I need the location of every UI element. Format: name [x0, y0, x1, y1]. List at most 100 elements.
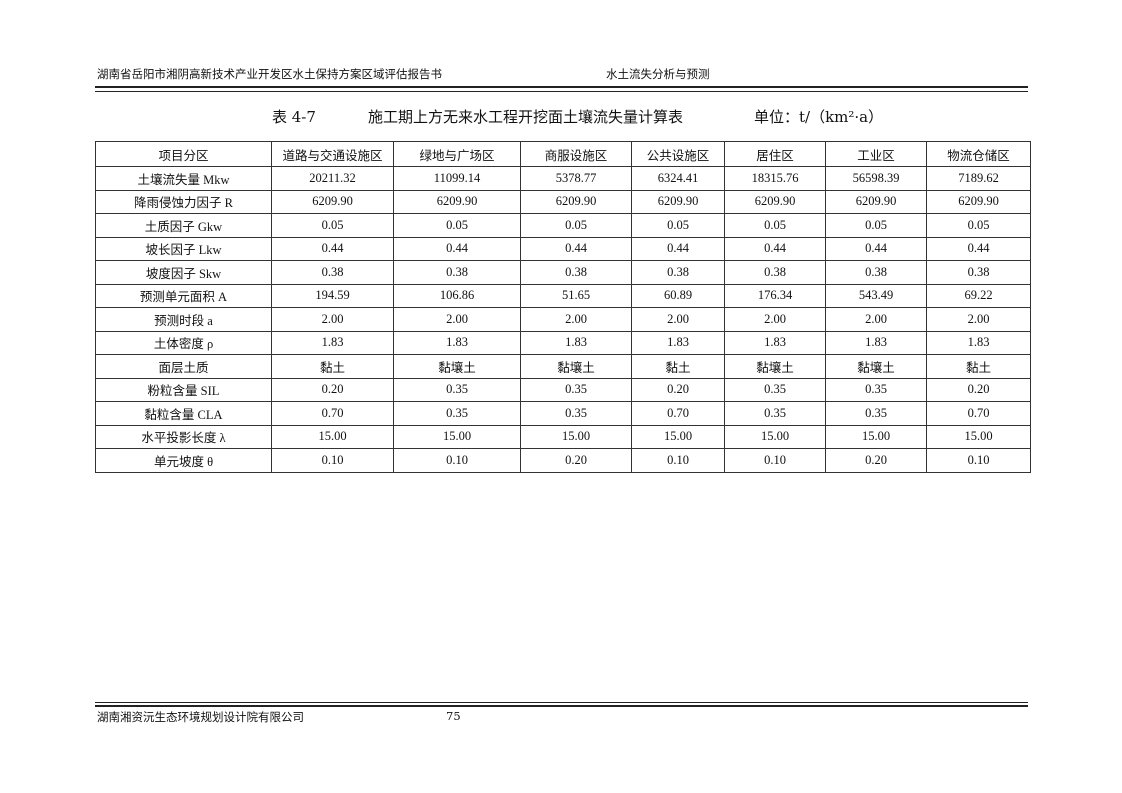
table-cell: 2.00 — [271, 307, 394, 332]
table-row: 土壤流失量 Mkw 20211.32 11099.14 5378.77 6324.41 1… — [95, 166, 1031, 191]
header-rule-thick — [95, 86, 1028, 88]
table-cell: 2.00 — [724, 307, 826, 332]
table-cell: 0.38 — [520, 260, 632, 285]
table-cell: 0.70 — [631, 401, 725, 426]
table-cell: 0.35 — [825, 377, 927, 402]
page-number: 75 — [446, 709, 461, 723]
table-cell: 0.20 — [631, 377, 725, 402]
table-cell: 黏壤土 — [724, 354, 826, 379]
row-label-cell: 单元坡度 θ — [95, 448, 272, 473]
table-cell: 176.34 — [724, 283, 826, 308]
row-label-cell: 黏粒含量 CLA — [95, 401, 272, 426]
table-cell: 黏土 — [631, 354, 725, 379]
table-row: 黏粒含量 CLA 0.70 0.35 0.35 0.70 0.35 0.35 0.70 — [95, 401, 1031, 426]
table-cell: 2.00 — [926, 307, 1031, 332]
row-label-cell: 面层土质 — [95, 354, 272, 379]
row-label-cell: 土体密度 ρ — [95, 330, 272, 355]
table-cell: 1.83 — [393, 330, 521, 355]
row-label-cell: 坡度因子 Skw — [95, 260, 272, 285]
table-cell: 543.49 — [825, 283, 927, 308]
table-cell: 0.38 — [724, 260, 826, 285]
table-cell: 0.44 — [631, 236, 725, 261]
table-cell: 6209.90 — [271, 189, 394, 214]
table-cell: 2.00 — [393, 307, 521, 332]
table-cell: 0.05 — [825, 213, 927, 238]
table-cell: 0.05 — [393, 213, 521, 238]
table-cell: 2.00 — [631, 307, 725, 332]
table-cell: 0.35 — [724, 401, 826, 426]
row-label-cell: 项目分区 — [95, 141, 272, 167]
table-cell: 6209.90 — [393, 189, 521, 214]
table-cell: 0.35 — [825, 401, 927, 426]
table-cell: 15.00 — [393, 424, 521, 449]
table-cell: 15.00 — [520, 424, 632, 449]
table-cell: 0.05 — [520, 213, 632, 238]
table-cell: 黏土 — [271, 354, 394, 379]
table-cell: 5378.77 — [520, 166, 632, 191]
table-cell: 194.59 — [271, 283, 394, 308]
table-row: 单元坡度 θ 0.10 0.10 0.20 0.10 0.10 0.20 0.10 — [95, 448, 1031, 473]
table-cell: 居住区 — [724, 141, 826, 167]
table-cell: 0.35 — [520, 401, 632, 426]
table-cell: 0.44 — [520, 236, 632, 261]
table-row: 预测时段 a 2.00 2.00 2.00 2.00 2.00 2.00 2.00 — [95, 307, 1031, 332]
table-row: 坡度因子 Skw 0.38 0.38 0.38 0.38 0.38 0.38 0.38 — [95, 260, 1031, 285]
row-label-cell: 预测单元面积 A — [95, 283, 272, 308]
table-cell: 1.83 — [724, 330, 826, 355]
table-cell: 0.10 — [631, 448, 725, 473]
table-row: 土质因子 Gkw 0.05 0.05 0.05 0.05 0.05 0.05 0.05 — [95, 213, 1031, 238]
table-cell: 0.20 — [926, 377, 1031, 402]
table-cell: 51.65 — [520, 283, 632, 308]
table-cell: 69.22 — [926, 283, 1031, 308]
table-row: 粉粒含量 SIL 0.20 0.35 0.35 0.20 0.35 0.35 0.20 — [95, 377, 1031, 402]
table-cell: 0.44 — [724, 236, 826, 261]
table-cell: 0.44 — [271, 236, 394, 261]
table-cell: 工业区 — [825, 141, 927, 167]
row-label-cell: 粉粒含量 SIL — [95, 377, 272, 402]
table-cell: 0.05 — [926, 213, 1031, 238]
table-row: 土体密度 ρ 1.83 1.83 1.83 1.83 1.83 1.83 1.83 — [95, 330, 1031, 355]
table-cell: 1.83 — [271, 330, 394, 355]
table-cell: 1.83 — [520, 330, 632, 355]
table-cell: 0.05 — [631, 213, 725, 238]
table-cell: 0.70 — [926, 401, 1031, 426]
footer-company: 湖南湘资沅生态环境规划设计院有限公司 — [97, 710, 304, 724]
table-cell: 0.20 — [271, 377, 394, 402]
table-cell: 15.00 — [926, 424, 1031, 449]
table-cell: 0.05 — [724, 213, 826, 238]
table-cell: 6209.90 — [926, 189, 1031, 214]
table-cell: 106.86 — [393, 283, 521, 308]
table-cell: 0.44 — [926, 236, 1031, 261]
row-label-cell: 土壤流失量 Mkw — [95, 166, 272, 191]
table-cell: 15.00 — [271, 424, 394, 449]
table-cell: 56598.39 — [825, 166, 927, 191]
table-cell: 6324.41 — [631, 166, 725, 191]
header-chapter-title: 水土流失分析与预测 — [606, 67, 710, 81]
header-report-title: 湖南省岳阳市湘阴高新技术产业开发区水土保持方案区域评估报告书 — [97, 67, 442, 81]
table-number: 表 4-7 — [272, 108, 316, 126]
table-header-row: 项目分区 道路与交通设施区 绿地与广场区 商服设施区 公共设施区 居住区 工业区 物流仓储区 — [95, 141, 1031, 167]
table-cell: 15.00 — [724, 424, 826, 449]
table-cell: 0.35 — [393, 401, 521, 426]
table-cell: 0.35 — [393, 377, 521, 402]
table-cell: 0.10 — [393, 448, 521, 473]
table-cell: 黏土 — [926, 354, 1031, 379]
table-cell: 公共设施区 — [631, 141, 725, 167]
table-cell: 2.00 — [825, 307, 927, 332]
table-cell: 6209.90 — [724, 189, 826, 214]
row-label-cell: 降雨侵蚀力因子 R — [95, 189, 272, 214]
table-unit: 单位：t/（km²·a） — [754, 108, 884, 126]
table-cell: 0.10 — [724, 448, 826, 473]
table-row: 面层土质 黏土 黏壤土 黏壤土 黏土 黏壤土 黏壤土 黏土 — [95, 354, 1031, 379]
header-rule-thin — [95, 91, 1028, 92]
table-cell: 黏壤土 — [393, 354, 521, 379]
table-cell: 7189.62 — [926, 166, 1031, 191]
table-cell: 绿地与广场区 — [393, 141, 521, 167]
soil-loss-table: 项目分区 道路与交通设施区 绿地与广场区 商服设施区 公共设施区 居住区 工业区 物流仓储区土… — [95, 141, 1031, 473]
table-cell: 6209.90 — [631, 189, 725, 214]
table-cell: 20211.32 — [271, 166, 394, 191]
table-cell: 6209.90 — [825, 189, 927, 214]
table-cell: 18315.76 — [724, 166, 826, 191]
table-cell: 0.10 — [271, 448, 394, 473]
